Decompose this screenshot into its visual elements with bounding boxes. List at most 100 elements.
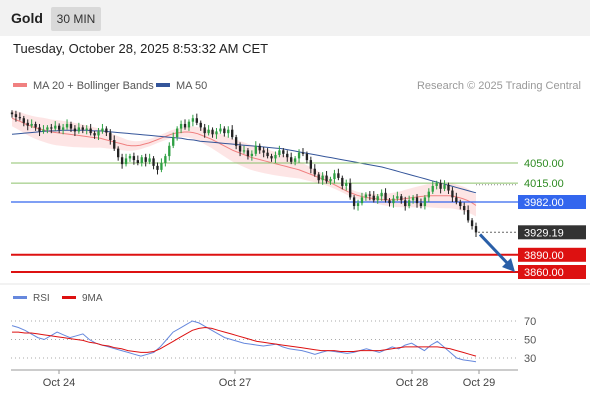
candle-body (392, 198, 395, 204)
candle-body (199, 122, 202, 128)
candle-body (384, 192, 387, 201)
candle-body (140, 157, 143, 163)
candle-body (18, 117, 22, 119)
candle-body (293, 158, 297, 162)
candle-body (172, 137, 175, 146)
candle-body (423, 197, 427, 207)
timestamp: Tuesday, October 28, 2025 8:53:32 AM CET (13, 41, 269, 56)
candle-body (65, 123, 69, 128)
candle-body (187, 121, 191, 128)
candle-body (195, 118, 198, 123)
rsi-ma-swatch (62, 295, 76, 299)
price-level-box (518, 225, 586, 240)
candle-body (439, 183, 442, 189)
candle-body (266, 152, 269, 157)
candle-body (376, 196, 379, 201)
rsi-level-label: 50 (524, 335, 536, 347)
candle-body (93, 133, 96, 136)
candle-body (105, 128, 108, 133)
candle-body (443, 184, 446, 189)
candle-body (348, 183, 352, 198)
price-level-label: 3982.00 (524, 197, 564, 209)
candle-body (254, 145, 257, 154)
candle-body (183, 123, 187, 128)
candle-body (309, 160, 313, 169)
rsi-level-label: 70 (524, 316, 536, 328)
candle-body (223, 128, 226, 134)
x-tick-label: Oct 24 (43, 377, 75, 389)
candle-body (50, 127, 53, 129)
candle-body (109, 132, 112, 141)
ma20-line (11, 117, 477, 206)
legend-rsi-ma: 9MA (62, 293, 103, 304)
candle-body (364, 194, 368, 198)
candle-body (156, 165, 159, 170)
candle-body (148, 158, 151, 162)
x-tick-label: Oct 27 (219, 377, 251, 389)
candle-body (69, 123, 73, 129)
candle-body (356, 203, 360, 207)
candle-body (179, 123, 183, 129)
candle-body (144, 157, 147, 162)
legend-ma50: MA 50 (156, 80, 207, 92)
candle-body (54, 125, 57, 129)
candle-body (22, 118, 25, 123)
candle-body (415, 197, 419, 204)
price-level-label: 4015.00 (524, 178, 564, 190)
candle-body (73, 128, 77, 132)
attribution: Research © 2025 Trading Central (416, 80, 581, 92)
candle-body (466, 210, 470, 221)
price-level-label: 3929.19 (524, 227, 564, 239)
candle-body (81, 127, 84, 130)
candle-body (321, 175, 324, 181)
legend-ma20: MA 20 + Bollinger Bands (13, 80, 154, 92)
candle-body (38, 127, 41, 132)
candle-body (470, 220, 474, 227)
candle-body (341, 177, 344, 186)
price-level-box (518, 195, 586, 209)
candle-body (352, 197, 356, 207)
candle-body (380, 192, 383, 197)
candle-body (242, 150, 246, 152)
candle-body (128, 156, 132, 159)
price-level-label: 3890.00 (524, 250, 564, 262)
forecast-arrow-head (502, 258, 515, 272)
candle-body (26, 122, 29, 126)
candle-body (191, 118, 195, 122)
timeframe-button[interactable]: 30 MIN (51, 7, 101, 31)
candle-body (89, 128, 92, 134)
candle-body (160, 162, 163, 170)
candle-body (372, 195, 375, 201)
candle-body (132, 156, 136, 161)
candle-body (396, 196, 399, 199)
instrument-title: Gold (11, 10, 43, 26)
candle-body (250, 153, 254, 157)
candle-body (227, 129, 230, 134)
candle-body (207, 129, 210, 134)
candle-body (30, 123, 33, 126)
candle-body (246, 150, 250, 157)
candle-body (215, 131, 218, 135)
candle-body (388, 200, 391, 204)
rsi-ma-label: 9MA (82, 293, 103, 304)
candle-body (290, 157, 293, 162)
candle-body (317, 174, 320, 181)
candle-body (270, 156, 273, 159)
candle-body (168, 145, 171, 157)
rsi-ma-line (12, 326, 477, 357)
candle-body (274, 154, 277, 159)
legend-rsi: RSI (13, 293, 50, 304)
candle-body (305, 153, 309, 161)
price-level-label: 3860.00 (524, 267, 564, 279)
candle-body (14, 114, 18, 118)
candle-body (113, 140, 116, 149)
candle-body (329, 179, 332, 182)
candle-body (234, 137, 238, 146)
price-level-box (518, 247, 586, 262)
candle-body (282, 150, 285, 154)
candle-body (10, 112, 14, 115)
candle-body (419, 203, 423, 207)
price-level-label: 4050.00 (524, 158, 564, 170)
candle-body (455, 197, 458, 202)
